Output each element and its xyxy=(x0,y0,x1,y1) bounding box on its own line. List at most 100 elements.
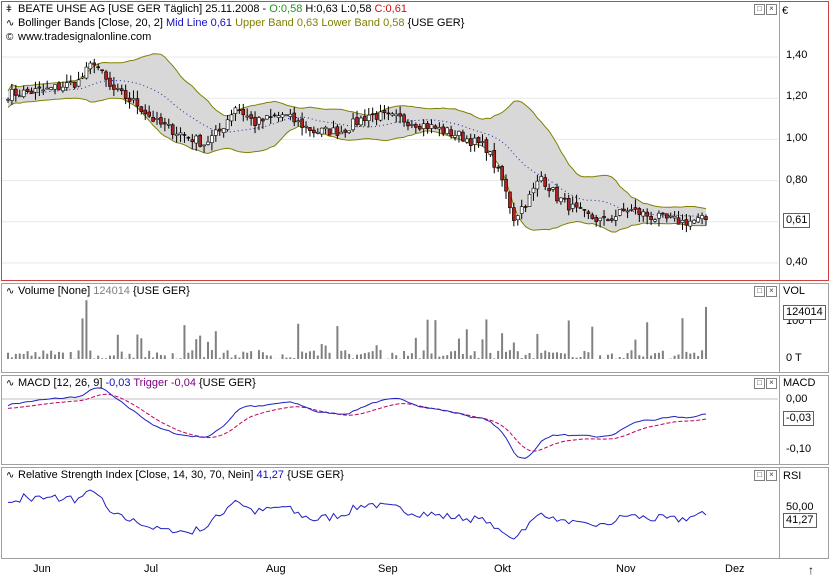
candle-body xyxy=(178,132,183,136)
indicator-wave-icon: ∿ xyxy=(6,470,15,481)
candle-body xyxy=(100,69,104,72)
candle-body xyxy=(198,134,202,147)
candle-body xyxy=(625,210,630,213)
candle-body xyxy=(551,187,555,190)
candle-body xyxy=(668,215,673,218)
candle-body xyxy=(598,217,602,221)
candle-body xyxy=(151,117,155,122)
candle-body xyxy=(441,126,446,134)
candle-body xyxy=(65,82,69,88)
volume-header[interactable]: ∿ Volume [None] 124014 {USE GER} xyxy=(6,285,190,298)
candle-body xyxy=(566,198,571,211)
rsi-header[interactable]: ∿ Relative Strength Index [Close, 14, 30,… xyxy=(6,469,344,482)
low-value: L:0,58 xyxy=(340,3,372,15)
candle-body xyxy=(539,176,544,182)
last-price-marker: 0,61 xyxy=(783,213,811,228)
candle-body xyxy=(182,134,187,136)
rsi-axis[interactable]: RSI 50,00 41,27 xyxy=(779,468,830,558)
candle-body xyxy=(127,97,132,102)
candle-body xyxy=(570,203,575,209)
macd-axis[interactable]: MACD 0,00 -0,10 -0,03 xyxy=(779,376,830,464)
price-pane[interactable]: ǂ BEATE UHSE AG [USE GER Täglich] 25.11.2… xyxy=(1,1,829,281)
indicator-wave-icon: ∿ xyxy=(6,18,15,29)
maximize-button[interactable]: □ xyxy=(754,470,765,481)
volume-pane[interactable]: ∿ Volume [None] 124014 {USE GER} □ × VOL … xyxy=(1,283,829,373)
candle-body xyxy=(284,114,289,117)
candle-body xyxy=(288,113,293,117)
watermark-text: www.tradesignalonline.com xyxy=(18,31,152,43)
candle-body xyxy=(351,118,355,131)
candle-body xyxy=(49,87,53,90)
candle-body xyxy=(61,86,65,92)
candle-body xyxy=(617,209,622,216)
candle-body xyxy=(308,127,312,131)
candle-body xyxy=(41,89,46,92)
close-button[interactable]: × xyxy=(766,4,777,15)
candle-body xyxy=(57,82,61,90)
maximize-button[interactable]: □ xyxy=(754,378,765,389)
rsi-plot[interactable] xyxy=(2,468,778,558)
macd-plot[interactable] xyxy=(2,376,778,464)
rsi-pane[interactable]: ∿ Relative Strength Index [Close, 14, 30,… xyxy=(1,467,829,559)
candle-body xyxy=(268,116,273,118)
maximize-button[interactable]: □ xyxy=(754,4,765,15)
close-button[interactable]: × xyxy=(766,286,777,297)
candle-body xyxy=(421,123,426,129)
candle-body xyxy=(300,118,304,128)
volume-plot[interactable] xyxy=(2,284,778,372)
candle-body xyxy=(476,137,481,143)
candle-body xyxy=(531,187,536,194)
close-button[interactable]: × xyxy=(766,470,777,481)
candle-body xyxy=(241,109,246,116)
candle-body xyxy=(390,113,395,116)
candle-body xyxy=(276,115,281,118)
close-button[interactable]: × xyxy=(766,378,777,389)
candle-body xyxy=(229,114,234,122)
rsi-suffix: {USE GER} xyxy=(287,469,344,481)
bollinger-lower-line xyxy=(7,97,707,233)
macd-tick: -0,10 xyxy=(786,443,812,455)
scroll-up-icon[interactable]: ↑ xyxy=(808,563,814,577)
candle-body xyxy=(347,130,351,133)
bollinger-header[interactable]: ∿ Bollinger Bands [Close, 20, 2] Mid Line… xyxy=(6,17,464,30)
month-label: Nov xyxy=(616,563,636,575)
bollinger-band-area xyxy=(8,53,706,232)
candle-body xyxy=(194,135,199,144)
candlestick-icon: ǂ xyxy=(6,4,12,15)
candle-body xyxy=(17,95,22,98)
candle-body xyxy=(555,186,559,202)
candle-body xyxy=(414,124,418,128)
price-tick: 1,40 xyxy=(786,49,808,61)
volume-axis[interactable]: VOL 100 T 0 T 124014 xyxy=(779,284,830,372)
maximize-button[interactable]: □ xyxy=(754,286,765,297)
candle-body xyxy=(578,207,583,209)
macd-label: MACD [12, 26, 9] xyxy=(18,377,103,389)
candle-body xyxy=(108,77,112,87)
candle-body xyxy=(131,98,136,101)
price-axis[interactable]: € 1,40 1,20 1,00 0,80 0,40 0,61 xyxy=(779,2,830,280)
candle-body xyxy=(437,127,442,130)
last-rsi-marker: 41,27 xyxy=(783,513,817,528)
candle-body xyxy=(417,125,422,130)
candle-body xyxy=(80,76,85,79)
candle-body xyxy=(33,88,38,93)
candle-body xyxy=(257,117,261,125)
candle-body xyxy=(159,117,163,125)
candle-body xyxy=(492,149,497,168)
bollinger-lower: Lower Band 0,58 xyxy=(321,17,405,29)
price-plot[interactable] xyxy=(2,2,778,280)
macd-pane[interactable]: ∿ MACD [12, 26, 9] -0,03 Trigger -0,04 {U… xyxy=(1,375,829,465)
candle-body xyxy=(378,111,383,121)
candle-body xyxy=(606,219,610,222)
candle-body xyxy=(425,123,430,130)
candle-body xyxy=(214,129,218,136)
month-label: Aug xyxy=(266,563,286,575)
candle-body xyxy=(629,209,634,211)
candle-body xyxy=(621,208,626,212)
candle-body xyxy=(480,141,485,143)
candle-body xyxy=(265,115,269,120)
month-label: Jun xyxy=(33,563,51,575)
macd-header[interactable]: ∿ MACD [12, 26, 9] -0,03 Trigger -0,04 {U… xyxy=(6,377,256,390)
candle-body xyxy=(253,116,257,126)
